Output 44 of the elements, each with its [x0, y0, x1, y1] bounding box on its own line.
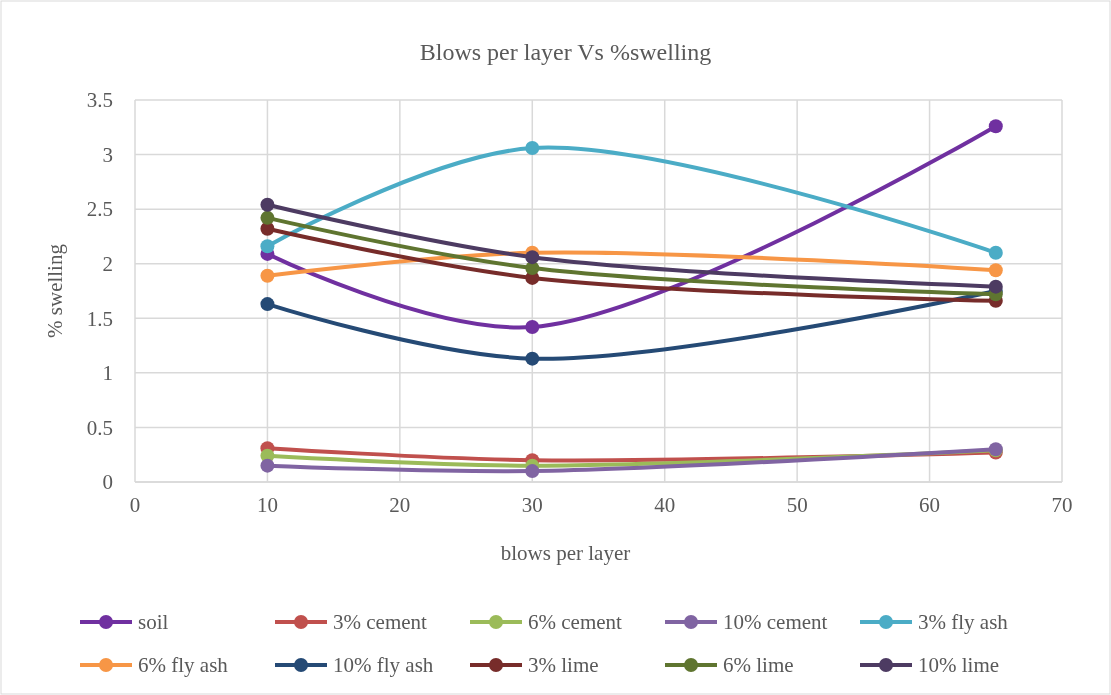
y-tick-label: 2 [102, 252, 113, 277]
legend-label: 3% lime [528, 653, 599, 678]
x-tick-label: 40 [654, 493, 676, 517]
point [260, 458, 275, 473]
point [260, 268, 275, 283]
legend-label: 10% cement [723, 610, 828, 635]
legend-label: 3% cement [333, 610, 428, 635]
x-tick-label: 10 [256, 493, 278, 517]
x-tick-label: 20 [389, 493, 411, 517]
legend-label: 6% fly ash [138, 653, 229, 678]
x-axis-title: blows per layer [500, 541, 631, 565]
legend-label: 10% lime [918, 653, 1000, 678]
point [988, 263, 1003, 278]
point [260, 197, 275, 212]
legend-label: 10% fly ash [333, 653, 434, 678]
y-tick-label: 3.5 [86, 88, 113, 113]
y-tick-label: 0 [102, 470, 113, 495]
y-tick-label: 1 [102, 361, 113, 386]
point [525, 464, 540, 479]
x-tick-label: 70 [1051, 493, 1073, 517]
y-tick-label: 2.5 [86, 197, 113, 222]
legend-label: 6% cement [528, 610, 623, 635]
legend-label: soil [138, 610, 169, 635]
point [525, 141, 540, 156]
point [525, 250, 540, 265]
y-tick-label: 3 [102, 142, 113, 167]
point [988, 279, 1003, 294]
x-tick-label: 60 [919, 493, 941, 517]
legend-label: 3% fly ash [918, 610, 1009, 635]
y-tick-label: 0.5 [86, 415, 113, 440]
y-tick-label: 1.5 [86, 306, 113, 331]
point [260, 297, 275, 312]
point [988, 119, 1003, 134]
point [525, 351, 540, 366]
point [525, 320, 540, 335]
point [260, 210, 275, 225]
y-axis-title: % swelling [43, 243, 67, 338]
x-tick-label: 30 [521, 493, 543, 517]
x-tick-label: 0 [129, 493, 141, 517]
chart-title: Blows per layer Vs %swelling [419, 39, 712, 65]
point [988, 245, 1003, 260]
point [260, 239, 275, 254]
legend-label: 6% lime [723, 653, 794, 678]
x-tick-label: 50 [786, 493, 808, 517]
